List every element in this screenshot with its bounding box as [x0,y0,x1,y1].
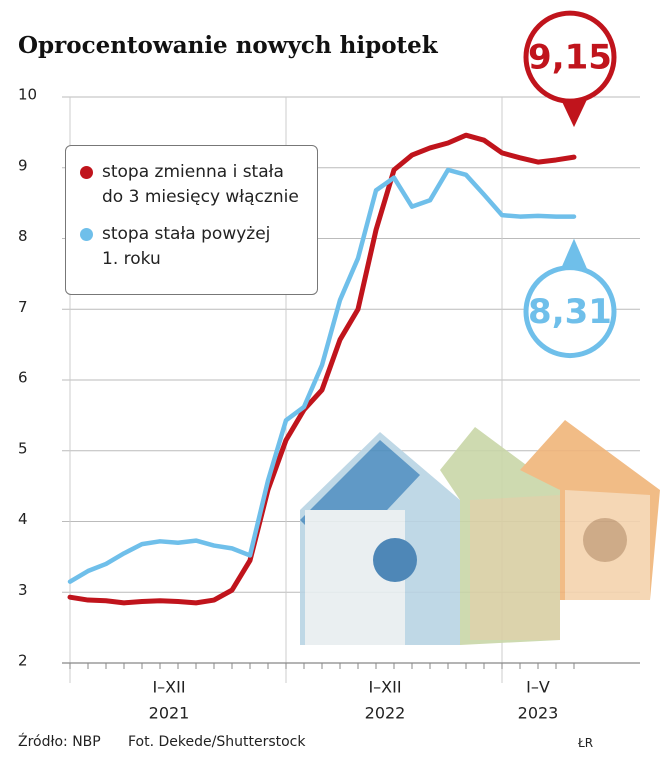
value-label: 8,31 [528,292,612,332]
chart-title: Oprocentowanie nowych hipotek [18,32,439,59]
y-tick-label: 3 [18,581,28,599]
series-line [67,132,577,606]
house-decoration [300,420,660,645]
source: Źródło: NBP [18,734,101,750]
series-line [67,167,577,584]
y-tick-label: 5 [18,439,28,457]
legend-item: stopa stała powyżej 1. roku [80,222,305,272]
x-year-label: 2023 [518,704,559,723]
y-tick-label: 4 [18,510,28,528]
author: ŁR [578,736,594,750]
y-tick-label: 6 [18,369,28,387]
chart: Oprocentowanie nowych hipotek 2 3 4 5 6 7 8 9 10… [18,10,660,723]
y-tick-label: 2 [18,652,28,670]
x-period-label: I–XII [152,678,185,697]
legend-label: stopa zmienna i stała do 3 miesięcy włąc… [102,162,299,207]
legend-label: stopa stała powyżej 1. roku [102,224,271,269]
callout-ring [523,265,617,359]
x-year-label: 2022 [365,704,406,723]
value-label: 9,15 [528,38,612,78]
y-tick-label: 9 [18,156,28,174]
photo-credit: Fot. Dekede/Shutterstock [128,734,306,750]
legend-item: stopa zmienna i stała do 3 miesięcy włąc… [80,160,305,210]
x-period-label: I–XII [368,678,401,697]
y-tick-label: 7 [18,298,28,316]
y-tick-label: 8 [18,227,28,245]
x-period-label: I–V [526,678,550,697]
callout-ring [523,10,617,104]
legend-swatch [80,228,93,241]
x-year-label: 2021 [149,704,190,723]
legend-swatch [80,166,93,179]
y-tick-label: 10 [18,86,37,104]
legend: stopa zmienna i stała do 3 miesięcy włąc… [65,145,318,295]
